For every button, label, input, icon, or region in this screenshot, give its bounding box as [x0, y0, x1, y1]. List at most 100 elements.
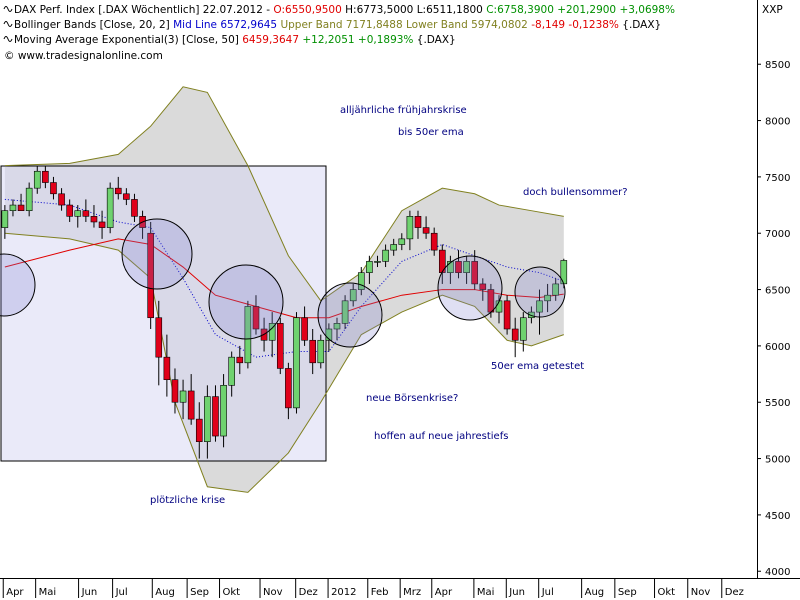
x-tick-label: Mai — [39, 587, 57, 598]
axes-layer: 4000 4500 5000 5500 6000 6500 7000 7500 8000 8500… — [2, 60, 790, 598]
circle — [317, 282, 383, 348]
annotation: alljährliche frühjahrskrise — [340, 105, 467, 116]
candle-body — [536, 300, 543, 313]
x-tick-label: Apr — [435, 587, 453, 598]
candle-body — [455, 261, 462, 273]
x-tick-label: Mrz — [403, 587, 421, 598]
candle-body — [479, 283, 487, 290]
y-tick-label: 4000 — [765, 567, 790, 578]
candle-body — [341, 300, 349, 324]
annotation: neue Börsenkrise? — [366, 393, 458, 404]
header-text: DAX Perf. Index [.DAX Wöchentlich] 22.07… — [14, 4, 270, 16]
candle-body — [301, 317, 308, 341]
annotation: bis 50er ema — [398, 127, 464, 138]
annotation: hoffen auf neue jahrestiefs — [374, 431, 508, 442]
candle-body — [236, 356, 244, 364]
candle-body — [398, 238, 406, 245]
candle-body — [66, 204, 73, 217]
y-tick-label: 7500 — [765, 173, 790, 184]
candle-body — [220, 385, 227, 437]
candle-body — [374, 261, 381, 263]
corner-label: XXP — [762, 4, 783, 16]
header-text: Bollinger Bands [Close, 20, 2] — [14, 19, 170, 31]
candle-body — [187, 390, 195, 420]
header-text: O:6550,9500 — [273, 4, 341, 16]
x-tick-label: Apr — [6, 587, 24, 598]
x-tick-label: Okt — [223, 587, 241, 598]
annotation: 50er ema getestet — [491, 361, 584, 372]
candle-body — [82, 210, 90, 217]
candle-body — [390, 244, 397, 251]
candle-body — [382, 249, 389, 262]
candle-body — [309, 339, 316, 364]
annotations: alljährliche frühjahrskrise bis 50er ema d… — [150, 105, 628, 506]
candle-body — [552, 283, 560, 296]
header-text: 6459,3647 — [242, 34, 299, 46]
x-tick-label: Aug — [585, 587, 605, 598]
candle-body — [285, 368, 292, 409]
candle-body — [58, 193, 65, 206]
circles — [0, 218, 566, 348]
candle-body — [9, 204, 17, 211]
x-tick-label: Aug — [155, 587, 175, 598]
candle-body — [414, 216, 422, 228]
circle — [208, 264, 284, 340]
header-text: Upper Band 7171,8488 Lower Band 5974,080… — [280, 19, 527, 31]
y-tick-label: 6000 — [765, 342, 790, 353]
circle — [0, 253, 36, 317]
candle-body — [357, 272, 365, 290]
annotation: doch bullensommer? — [523, 187, 628, 198]
candle-body — [131, 199, 138, 217]
candle-body — [244, 306, 252, 364]
candle-body — [123, 193, 130, 200]
x-tick-label: Jun — [508, 587, 525, 598]
candle-body — [42, 170, 49, 183]
candle-body — [349, 289, 357, 302]
candle-body — [204, 396, 211, 442]
indicator-line — [4, 86, 564, 302]
legend-icon — [3, 21, 13, 27]
y-tick-label: 5500 — [765, 398, 790, 409]
x-tick-label: Jul — [541, 587, 554, 598]
indicator-line — [4, 232, 564, 493]
candle-body — [50, 182, 57, 195]
candle-body — [90, 216, 98, 223]
candle-body — [25, 187, 33, 211]
circle — [514, 266, 566, 318]
candle-body — [293, 317, 300, 409]
candle-body — [503, 300, 511, 330]
candle-body — [114, 187, 122, 195]
copyright: © www.tradesignalonline.com — [4, 50, 163, 62]
x-tick-label: Dez — [725, 587, 744, 598]
candles-layer — [1, 165, 568, 459]
x-tick-label: Feb — [371, 587, 389, 598]
candle-body — [463, 261, 470, 273]
candle-body — [98, 221, 106, 228]
candle-body — [333, 323, 341, 330]
candle-body — [195, 418, 203, 442]
candle-body — [1, 210, 9, 228]
header-text: +12,2051 +0,1893% — [302, 34, 413, 46]
x-tick-label: Nov — [263, 587, 283, 598]
circle — [437, 255, 503, 321]
candle-body — [430, 232, 438, 251]
candle-body — [252, 306, 260, 330]
header-text: Moving Average Exponential(3) [Close, 50… — [14, 34, 239, 46]
candle-body — [147, 232, 154, 319]
x-tick-label: Jun — [81, 587, 98, 598]
y-tick-label: 5000 — [765, 455, 790, 466]
x-tick-label: Okt — [658, 587, 676, 598]
candle-body — [519, 317, 527, 341]
candle-body — [163, 356, 171, 380]
x-tick-label: Jul — [115, 587, 128, 598]
x-tick-label: 2012 — [331, 587, 356, 598]
candle-body — [406, 216, 414, 240]
header-text: {.DAX} — [622, 19, 661, 31]
candle-body — [447, 261, 454, 273]
candle-body — [171, 379, 179, 403]
x-tick-label: Sep — [190, 587, 209, 598]
header-line: DAX Perf. Index [.DAX Wöchentlich] 22.07… — [14, 4, 675, 16]
candle-body — [366, 261, 373, 273]
candle-body — [17, 204, 25, 211]
